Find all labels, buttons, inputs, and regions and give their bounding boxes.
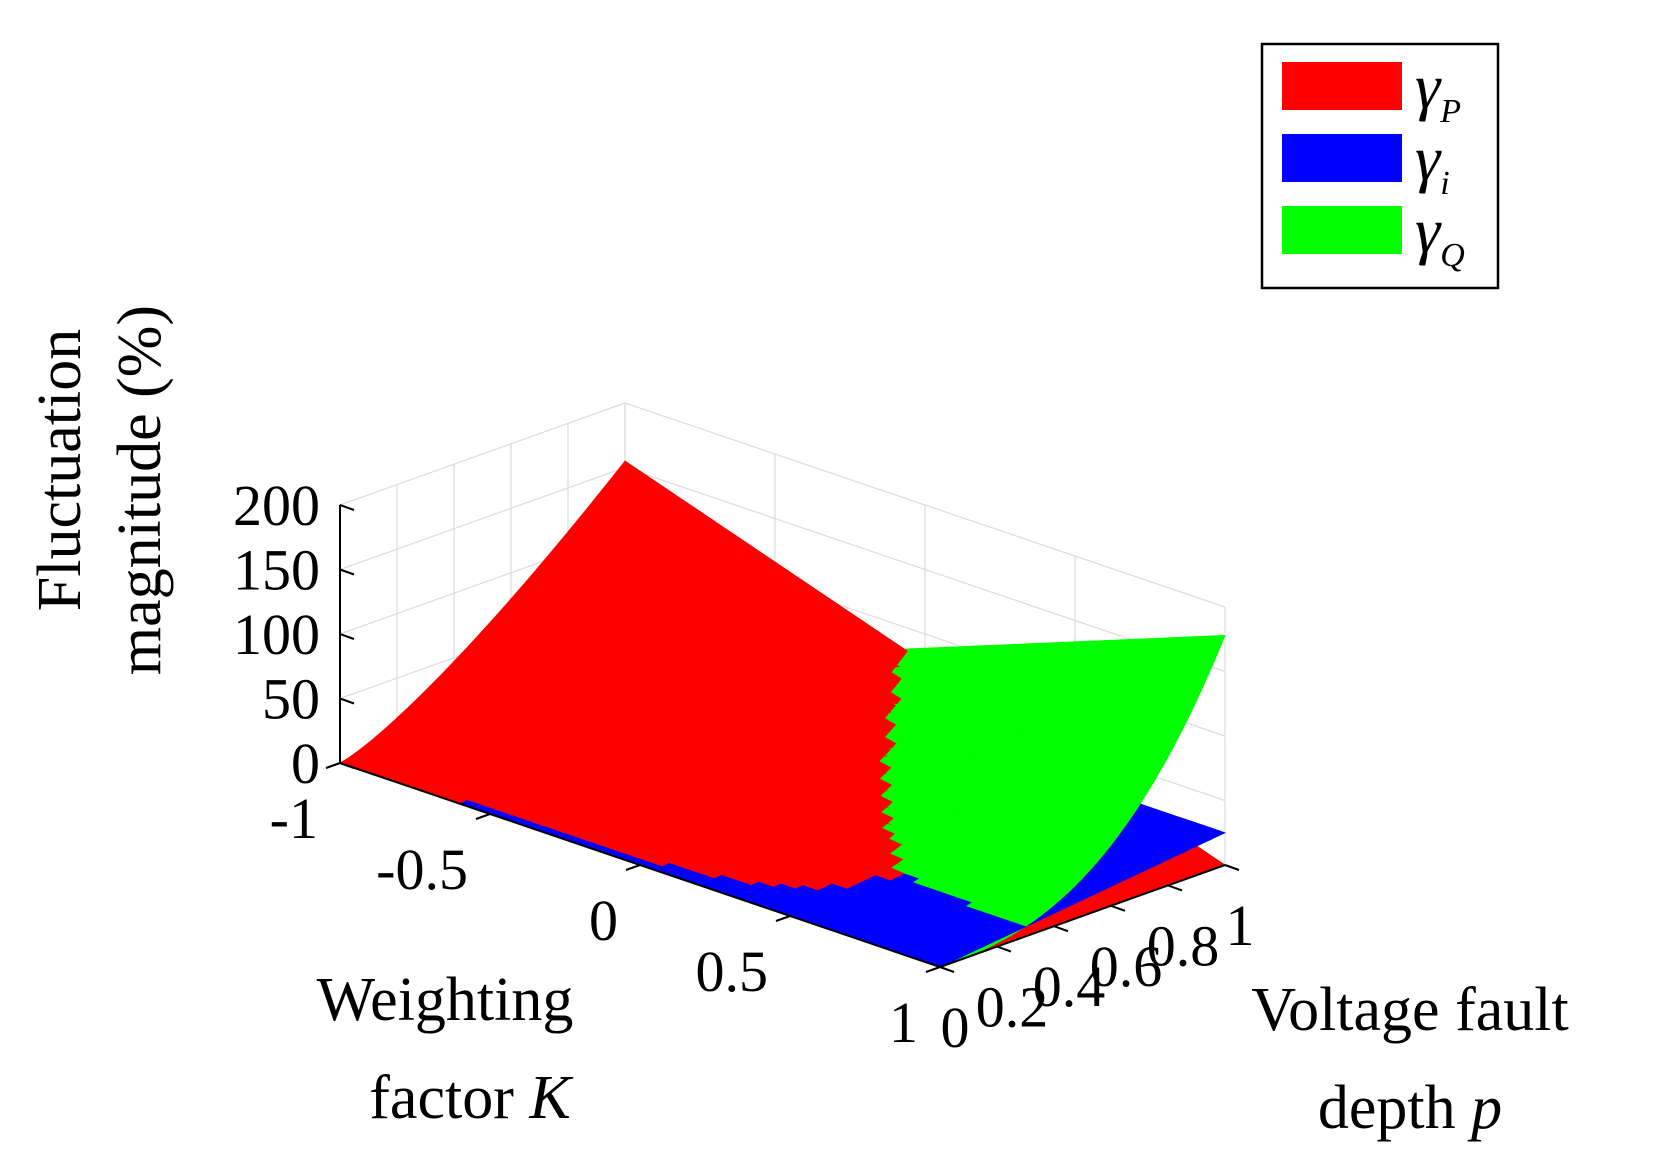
y-tick — [1224, 864, 1240, 871]
z-tick-label: 100 — [233, 602, 320, 667]
y-axis-label-line-2: depth p — [1318, 1074, 1502, 1142]
z-axis-label-line-2: magnitude (%) — [106, 305, 174, 675]
legend-swatch-P — [1282, 62, 1402, 110]
y-tick — [1167, 884, 1183, 892]
x-tick-label: -0.5 — [376, 837, 468, 902]
x-tick — [325, 762, 341, 769]
x-axis-label-line-2: factor K — [369, 1064, 574, 1132]
z-tick-label: 150 — [233, 538, 320, 603]
grid-z-wall-k-4 — [339, 402, 626, 506]
legend-swatch-i — [1282, 134, 1402, 182]
x-tick-label: 1 — [889, 990, 918, 1055]
z-tick-label: 50 — [262, 667, 320, 732]
z-tick — [339, 697, 355, 705]
x-tick-label: 0 — [589, 888, 618, 953]
y-tick — [996, 945, 1012, 953]
z-tick — [339, 633, 355, 640]
z-tick — [339, 504, 355, 511]
x-tick — [925, 966, 941, 973]
y-tick — [1053, 925, 1069, 933]
x-axis-label-line-1: Weighting — [317, 966, 574, 1034]
z-axis-label-line-1: Fluctuation — [26, 329, 94, 611]
y-tick-label: 0.8 — [1147, 913, 1220, 978]
x-tick — [475, 813, 491, 820]
surfaces — [338, 460, 1227, 968]
z-tick — [339, 568, 355, 576]
z-tick-label: 200 — [233, 473, 320, 538]
grid-z-wall-k-3 — [339, 466, 626, 571]
legend-swatch-Q — [1282, 206, 1402, 254]
y-tick — [1110, 904, 1126, 912]
x-tick — [775, 915, 791, 922]
y-tick-label: 0 — [941, 995, 970, 1060]
x-tick-label: -1 — [270, 786, 318, 851]
x-tick — [625, 864, 641, 871]
x-tick-label: 0.5 — [696, 939, 769, 1004]
y-axis-label-line-1: Voltage fault — [1251, 976, 1568, 1044]
y-tick-label: 1 — [1226, 893, 1255, 958]
y-tick — [939, 966, 955, 973]
